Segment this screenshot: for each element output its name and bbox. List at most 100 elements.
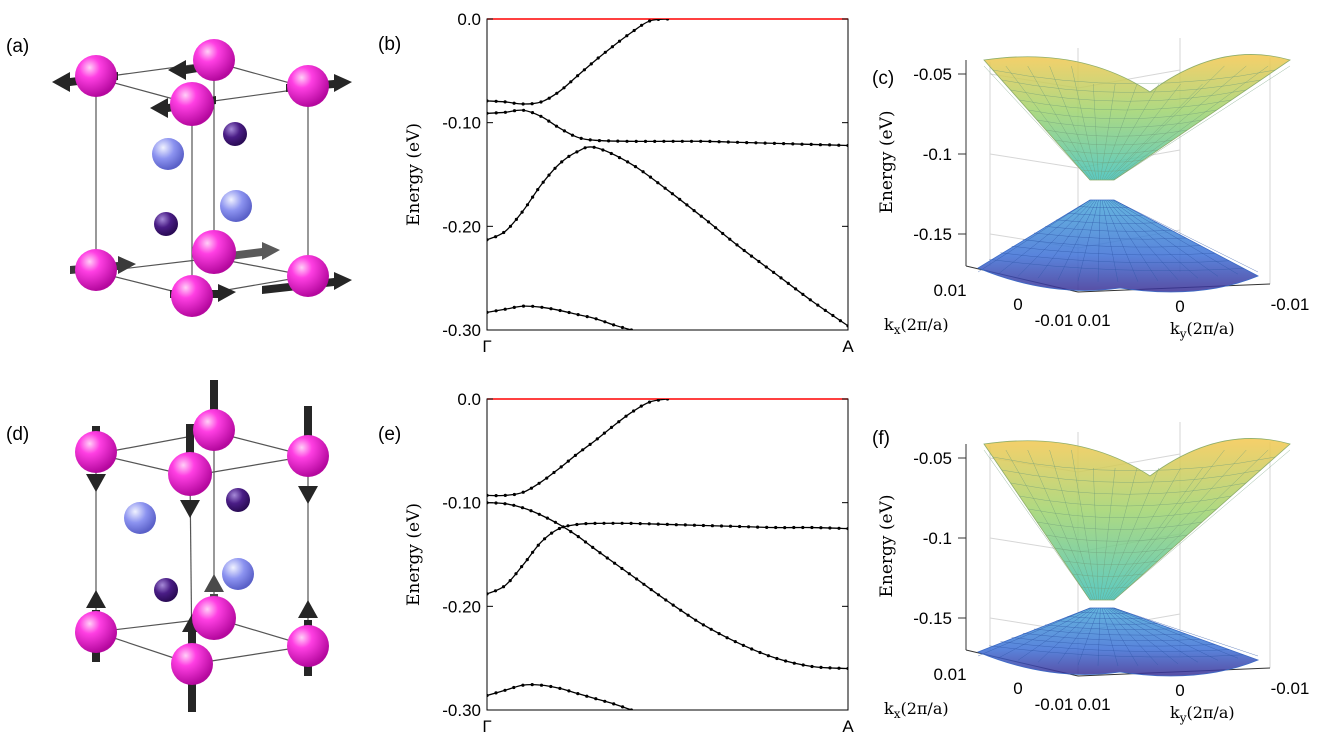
band-point: [559, 465, 563, 469]
upper-mesh-line: [983, 65, 1091, 181]
band-point: [575, 522, 579, 527]
band-point: [555, 91, 559, 95]
band-point: [593, 521, 597, 526]
lower-band-fill: [977, 199, 1259, 293]
band-point: [508, 579, 512, 583]
band-point: [541, 180, 545, 184]
band-point: [620, 566, 624, 571]
upper-mesh-line: [983, 449, 1091, 601]
band-point: [639, 404, 643, 408]
band-point: [694, 618, 698, 622]
band-point: [521, 490, 525, 494]
band-point: [837, 526, 841, 530]
y-tick-label: -0.30: [442, 701, 481, 720]
y-axis-label: Energy (eV): [404, 503, 424, 606]
band-point: [633, 165, 638, 169]
z-tick-label: -0.1: [923, 145, 952, 164]
lower-mesh-line: [1106, 199, 1179, 280]
upper-band-fill: [983, 438, 1291, 601]
y-tick-label: 0.0: [457, 390, 481, 409]
band-point: [547, 173, 551, 177]
upper-mesh-line: [1101, 467, 1138, 601]
band-point: [576, 535, 580, 539]
ky-tick-label: 0.01: [1077, 311, 1110, 330]
panel-label-a: (a): [6, 36, 29, 57]
band-point: [520, 210, 524, 214]
upper-mesh-line: [1113, 449, 1291, 601]
band-point: [647, 400, 652, 404]
band-point: [665, 399, 670, 401]
lower-mesh-line: [997, 607, 1092, 659]
band-point: [514, 217, 519, 221]
lower-mesh-line: [1105, 199, 1159, 282]
lower-mesh-line: [1097, 607, 1101, 666]
band-point: [699, 139, 703, 143]
band-point: [656, 522, 660, 526]
band-point: [595, 437, 599, 441]
band-point: [617, 156, 622, 160]
band-point: [710, 524, 715, 528]
band-point: [553, 166, 557, 170]
lower-mesh-line: [1110, 199, 1219, 277]
band-point: [823, 308, 827, 312]
band-point: [837, 143, 841, 147]
band-point: [819, 665, 823, 670]
band-point: [816, 303, 820, 307]
band-point: [569, 80, 573, 84]
band-point: [487, 238, 489, 242]
band-point: [520, 506, 525, 510]
band-point: [537, 481, 541, 485]
band-point: [539, 100, 543, 104]
z-tick-label: -0.15: [913, 225, 952, 244]
upper-mesh-line: [1110, 449, 1247, 601]
upper-band-surface: [983, 438, 1291, 601]
band-point: [547, 96, 551, 100]
band-point: [603, 320, 607, 324]
band-point: [719, 524, 724, 528]
upper-mesh-line: [1071, 65, 1098, 181]
lower-mesh-line: [1097, 199, 1101, 282]
band-point: [611, 521, 615, 525]
lower-mesh-line: [1017, 199, 1094, 277]
band-point: [602, 521, 606, 525]
band-point: [566, 524, 570, 528]
panel-label-b: (b): [378, 34, 401, 55]
plot-frame: [486, 18, 849, 331]
band-point: [603, 50, 607, 54]
band-point: [605, 556, 609, 560]
panel-label-d: (d): [6, 424, 29, 445]
upper-mesh-line: [992, 69, 1276, 84]
upper-mesh-line: [1010, 482, 1247, 495]
x-tick-label: A: [842, 337, 854, 356]
upper-mesh-line: [1112, 65, 1269, 181]
upper-mesh-line: [1101, 83, 1138, 181]
band-point: [603, 699, 607, 703]
band-point: [512, 101, 516, 105]
lower-mesh-line: [1110, 607, 1219, 661]
band-point: [494, 501, 498, 505]
band-point: [562, 86, 566, 90]
band-point: [503, 493, 507, 497]
band-point: [494, 309, 498, 313]
band-point: [554, 124, 559, 128]
lower-mesh-line: [1113, 199, 1259, 273]
band-point: [525, 203, 530, 207]
band-point: [576, 74, 580, 78]
band-point: [784, 659, 788, 663]
lower-mesh-line: [1103, 607, 1139, 666]
band-point: [536, 543, 540, 547]
band-point: [741, 643, 746, 648]
upper-mesh-line: [1103, 467, 1160, 601]
upper-mesh-line: [1072, 573, 1144, 577]
band-point: [610, 45, 615, 49]
lower-mesh-line: [1017, 607, 1094, 661]
upper-mesh-line: [1027, 449, 1094, 601]
band-point: [512, 685, 516, 690]
band-point: [721, 231, 725, 236]
ky-tick-label: 0: [1175, 297, 1184, 316]
lower-band-surface: [976, 607, 1260, 677]
lower-mesh-line: [1011, 637, 1215, 647]
upper-mesh-line: [1045, 129, 1188, 137]
band-point: [758, 650, 762, 655]
band-point: [543, 537, 547, 541]
